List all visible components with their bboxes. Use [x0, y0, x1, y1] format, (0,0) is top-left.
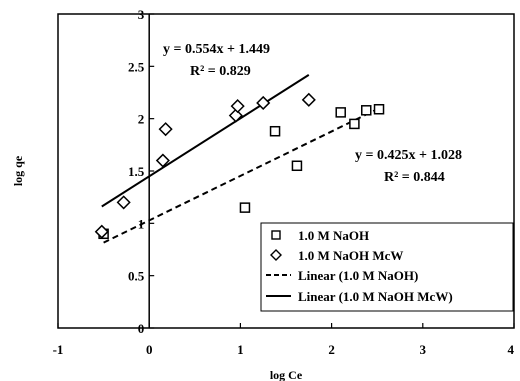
x-tick-label: 0: [146, 342, 153, 357]
x-axis-label: log Ce: [270, 368, 303, 381]
point-naoh: [291, 160, 303, 172]
r2-mcw: R² = 0.829: [190, 64, 251, 79]
y-tick-label: 3: [138, 7, 145, 22]
r2-naoh: R² = 0.844: [384, 170, 445, 185]
point-naoh: [239, 202, 251, 213]
legend: 1.0 M NaOH 1.0 M NaOH McW Linear (1.0 M …: [260, 222, 514, 312]
legend-square-marker: [271, 230, 281, 240]
point-naoh-mcw: [158, 122, 173, 137]
point-naoh: [269, 125, 281, 137]
y-tick-label: 2.5: [128, 59, 145, 74]
legend-item-naoh: 1.0 M NaOH: [298, 228, 369, 243]
point-naoh-mcw: [301, 92, 316, 107]
legend-item-naoh-mcw: 1.0 M NaOH McW: [298, 248, 403, 263]
fit-lines: [101, 74, 383, 244]
point-naoh-mcw: [116, 195, 131, 210]
point-naoh-mcw: [94, 224, 109, 239]
legend-item-linear-naoh: Linear (1.0 M NaOH): [298, 268, 418, 283]
point-naoh-mcw: [230, 99, 245, 114]
plot-frame: [57, 13, 515, 329]
x-tick-label: 3: [420, 342, 427, 357]
axes: [57, 13, 515, 329]
x-tick-label: -1: [53, 342, 64, 357]
x-tick-label: 1: [237, 342, 244, 357]
y-tick-label: 0.5: [128, 269, 145, 284]
point-naoh: [373, 103, 385, 115]
point-naoh: [349, 118, 360, 130]
equation-naoh: y = 0.425x + 1.028: [355, 148, 462, 163]
fit-line-naoh-mcw: [101, 74, 310, 208]
y-tick-label: 0: [138, 321, 145, 336]
x-tick-label: 4: [508, 342, 515, 357]
y-tick-label: 1.5: [128, 164, 145, 179]
equation-mcw: y = 0.554x + 1.449: [163, 42, 270, 57]
data-points: [94, 92, 385, 240]
fit-line-naoh: [103, 106, 383, 244]
legend-diamond-marker: [270, 249, 282, 261]
legend-box: [260, 222, 514, 312]
legend-item-linear-naoh-mcw: Linear (1.0 M NaOH McW): [298, 289, 453, 304]
x-tick-label: 2: [328, 342, 335, 357]
point-naoh-mcw: [228, 108, 243, 123]
point-naoh: [335, 107, 346, 118]
y-tick-label: 2: [138, 112, 145, 127]
point-naoh-mcw: [256, 95, 271, 111]
point-naoh: [361, 105, 372, 116]
point-naoh-mcw: [155, 153, 170, 168]
y-axis-label: log qe: [11, 155, 25, 186]
